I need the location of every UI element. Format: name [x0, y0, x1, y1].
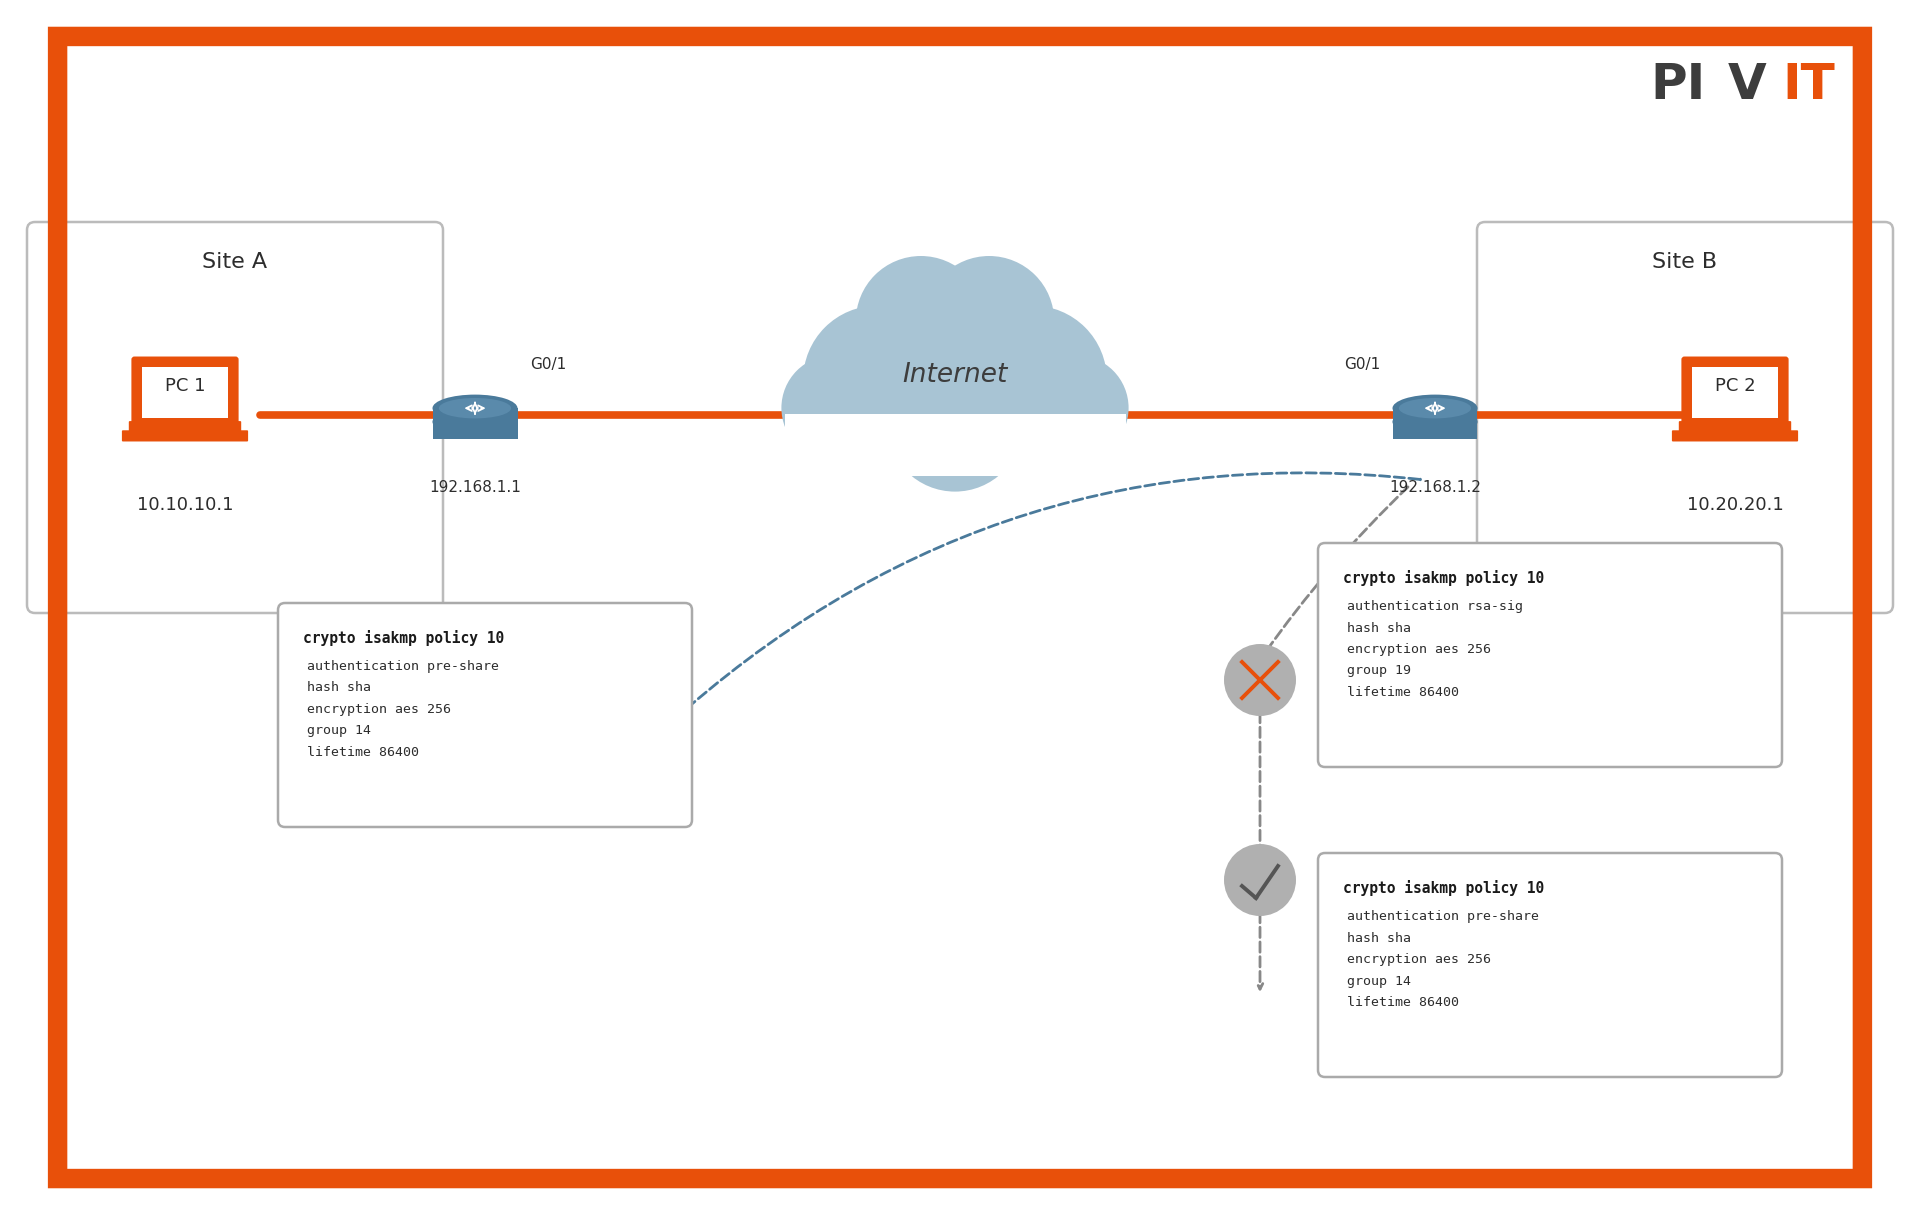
Text: group 14: group 14 [1348, 974, 1411, 988]
Text: encryption aes 256: encryption aes 256 [1348, 643, 1492, 656]
Text: R 2: R 2 [1421, 443, 1450, 458]
Text: Site A: Site A [202, 252, 267, 272]
FancyBboxPatch shape [129, 422, 242, 433]
Text: authentication rsa-sig: authentication rsa-sig [1348, 600, 1523, 614]
Text: authentication pre-share: authentication pre-share [1348, 910, 1540, 923]
Text: encryption aes 256: encryption aes 256 [1348, 953, 1492, 966]
FancyBboxPatch shape [131, 356, 238, 429]
FancyBboxPatch shape [432, 408, 518, 439]
FancyBboxPatch shape [1317, 543, 1782, 767]
Text: 10.10.10.1: 10.10.10.1 [136, 496, 232, 514]
Circle shape [1225, 644, 1296, 716]
Circle shape [1023, 355, 1129, 460]
Circle shape [781, 355, 887, 460]
Text: group 19: group 19 [1348, 665, 1411, 678]
Circle shape [958, 306, 1108, 454]
Ellipse shape [440, 399, 511, 418]
Text: lifetime 86400: lifetime 86400 [1348, 686, 1459, 699]
Text: hash sha: hash sha [307, 682, 371, 695]
Text: 192.168.1.1: 192.168.1.1 [428, 480, 520, 495]
Circle shape [856, 256, 987, 386]
Ellipse shape [1392, 395, 1478, 422]
Circle shape [803, 306, 952, 454]
FancyBboxPatch shape [1682, 356, 1789, 429]
Text: PC 2: PC 2 [1715, 377, 1755, 395]
FancyArrowPatch shape [687, 473, 1421, 708]
Text: lifetime 86400: lifetime 86400 [307, 746, 419, 759]
FancyBboxPatch shape [27, 222, 444, 614]
Polygon shape [1734, 30, 1761, 80]
Ellipse shape [432, 408, 518, 435]
Text: R 1: R 1 [461, 443, 490, 458]
FancyBboxPatch shape [121, 430, 248, 441]
Text: encryption aes 256: encryption aes 256 [307, 703, 451, 716]
Text: Site B: Site B [1653, 252, 1718, 272]
Circle shape [887, 355, 1023, 492]
FancyBboxPatch shape [278, 603, 691, 827]
Text: PI: PI [1649, 61, 1705, 109]
Ellipse shape [432, 395, 518, 422]
Circle shape [924, 256, 1054, 386]
FancyBboxPatch shape [1692, 367, 1778, 418]
Circle shape [858, 269, 1050, 460]
Text: 10.20.20.1: 10.20.20.1 [1686, 496, 1784, 514]
Text: hash sha: hash sha [1348, 622, 1411, 634]
FancyBboxPatch shape [1392, 408, 1478, 439]
FancyBboxPatch shape [1672, 430, 1799, 441]
Text: Internet: Internet [902, 362, 1008, 388]
Text: 192.168.1.2: 192.168.1.2 [1388, 480, 1480, 495]
Text: crypto isakmp policy 10: crypto isakmp policy 10 [303, 631, 505, 646]
FancyBboxPatch shape [1476, 222, 1893, 614]
Text: group 14: group 14 [307, 724, 371, 738]
FancyBboxPatch shape [1317, 853, 1782, 1076]
Text: crypto isakmp policy 10: crypto isakmp policy 10 [1342, 570, 1544, 586]
FancyBboxPatch shape [142, 367, 228, 418]
Text: crypto isakmp policy 10: crypto isakmp policy 10 [1342, 880, 1544, 895]
Text: IT: IT [1782, 61, 1836, 109]
Text: G0/1: G0/1 [530, 357, 566, 373]
Ellipse shape [1392, 408, 1478, 435]
Text: G0/1: G0/1 [1344, 357, 1380, 373]
Circle shape [1225, 844, 1296, 916]
Text: PC 1: PC 1 [165, 377, 205, 395]
Text: authentication pre-share: authentication pre-share [307, 660, 499, 673]
Text: V: V [1728, 61, 1766, 109]
FancyBboxPatch shape [1678, 422, 1791, 433]
Text: lifetime 86400: lifetime 86400 [1348, 996, 1459, 1008]
Ellipse shape [1400, 399, 1471, 418]
Text: hash sha: hash sha [1348, 932, 1411, 944]
FancyBboxPatch shape [785, 414, 1125, 476]
